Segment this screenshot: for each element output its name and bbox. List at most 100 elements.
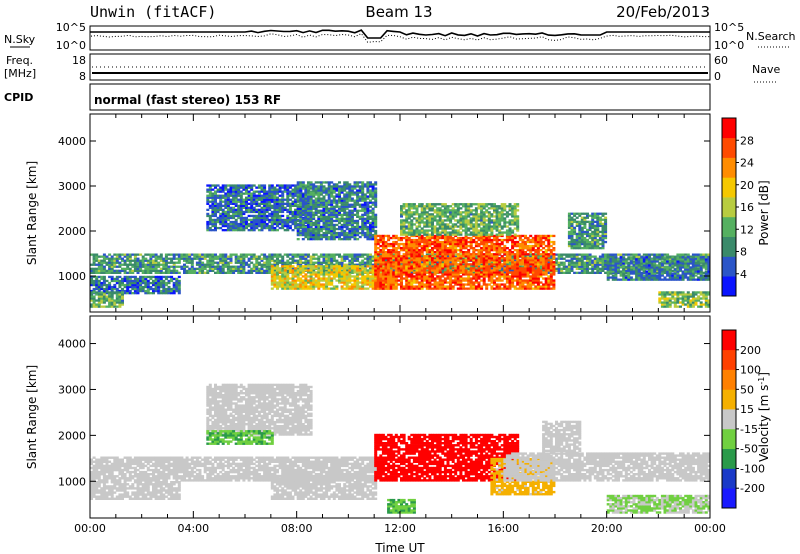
heatmap-cell (149, 269, 153, 272)
heatmap-cell (263, 198, 267, 201)
heatmap-cell (133, 255, 137, 258)
heatmap-cell (206, 196, 210, 199)
heatmap-cell (304, 215, 308, 218)
heatmap-cell (343, 217, 347, 220)
heatmap-cell (144, 289, 148, 293)
heatmap-cell (90, 291, 93, 294)
heatmap-cell (369, 277, 372, 280)
heatmap-cell (291, 257, 295, 260)
heatmap-cell (322, 221, 326, 225)
heatmap-cell (286, 192, 290, 195)
heatmap-cell (498, 269, 502, 272)
heatmap-cell (407, 279, 411, 282)
heatmap-cell (304, 275, 308, 278)
heatmap-cell (110, 257, 114, 260)
freq-left-tick: 18 (72, 54, 86, 67)
heatmap-cell (666, 253, 670, 256)
heatmap-cell (358, 225, 362, 229)
heatmap-cell (374, 199, 378, 202)
heatmap-cell (247, 269, 251, 272)
heatmap-cell (374, 205, 378, 208)
heatmap-cell (327, 225, 331, 229)
heatmap-cell (97, 289, 101, 293)
heatmap-cell (345, 205, 349, 208)
heatmap-cell (304, 186, 308, 189)
heatmap-cell (350, 267, 354, 270)
heatmap-cell (286, 210, 290, 214)
heatmap-cell (423, 238, 427, 242)
heatmap-cell (570, 267, 574, 270)
heatmap-cell (247, 222, 251, 226)
heatmap-cell (392, 281, 396, 284)
heatmap-cell (330, 213, 334, 216)
heatmap-cell (356, 225, 360, 229)
heatmap-cell (379, 253, 383, 256)
heatmap-cell (325, 231, 329, 235)
heatmap-cell (348, 279, 352, 282)
heatmap-cell (152, 263, 155, 266)
heatmap-cell (294, 186, 298, 189)
heatmap-cell (330, 235, 334, 239)
heatmap-cell (325, 193, 329, 196)
heatmap-cell (314, 211, 318, 214)
heatmap-cell (307, 223, 310, 227)
heatmap-cell (149, 277, 153, 281)
heatmap-cell (389, 263, 393, 266)
heatmap-cell (206, 255, 210, 258)
heatmap-cell (340, 265, 344, 268)
heatmap-cell (356, 213, 360, 216)
heatmap-cell (410, 279, 414, 282)
heatmap-cell (214, 220, 217, 224)
heatmap-cell (335, 211, 339, 214)
heatmap-cell (314, 233, 318, 237)
heatmap-cell (172, 263, 176, 266)
heatmap-cell (278, 190, 282, 193)
heatmap-cell (214, 267, 217, 270)
heatmap-cell (319, 253, 323, 256)
heatmap-cell (312, 213, 316, 216)
heatmap-cell (296, 265, 300, 268)
heatmap-cell (245, 271, 248, 274)
heatmap-cell (102, 292, 106, 295)
heatmap-cell (245, 224, 248, 228)
heatmap-cell (418, 242, 422, 246)
heatmap-cell (392, 242, 396, 246)
heatmap-cell (412, 281, 416, 284)
heatmap-cell (376, 273, 380, 276)
heatmap-cell (281, 220, 285, 224)
heatmap-cell (322, 223, 326, 227)
heatmap-cell (410, 240, 414, 244)
heatmap-cell (415, 259, 419, 262)
heatmap-cell (296, 269, 300, 272)
heatmap-cell (412, 279, 416, 282)
heatmap-cell (273, 259, 277, 262)
heatmap-cell (601, 255, 605, 258)
heatmap-cell (433, 261, 437, 264)
heatmap-cell (500, 269, 504, 272)
heatmap-cell (164, 257, 168, 260)
heatmap-cell (123, 277, 127, 281)
heatmap-cell (420, 279, 424, 282)
heatmap-cell (325, 287, 329, 290)
heatmap-cell (322, 275, 326, 278)
cpid-label: CPID (4, 91, 33, 104)
heatmap-cell (567, 253, 571, 256)
heatmap-cell (697, 265, 701, 268)
heatmap-cell (319, 215, 323, 218)
heatmap-cell (415, 238, 419, 242)
heatmap-cell (547, 271, 551, 274)
heatmap-cell (332, 189, 336, 192)
heatmap-cell (433, 253, 437, 256)
heatmap-cell (208, 192, 212, 195)
heatmap-cell (369, 221, 372, 225)
heatmap-cell (273, 200, 277, 203)
heatmap-cell (131, 275, 135, 279)
heatmap-cell (245, 206, 248, 209)
heatmap-cell (108, 291, 112, 294)
heatmap-cell (410, 261, 414, 264)
heatmap-cell (565, 255, 569, 258)
heatmap-cell (314, 223, 318, 227)
heatmap-cell (294, 184, 298, 187)
heatmap-cell (361, 219, 365, 223)
heatmap-cell (335, 235, 339, 239)
